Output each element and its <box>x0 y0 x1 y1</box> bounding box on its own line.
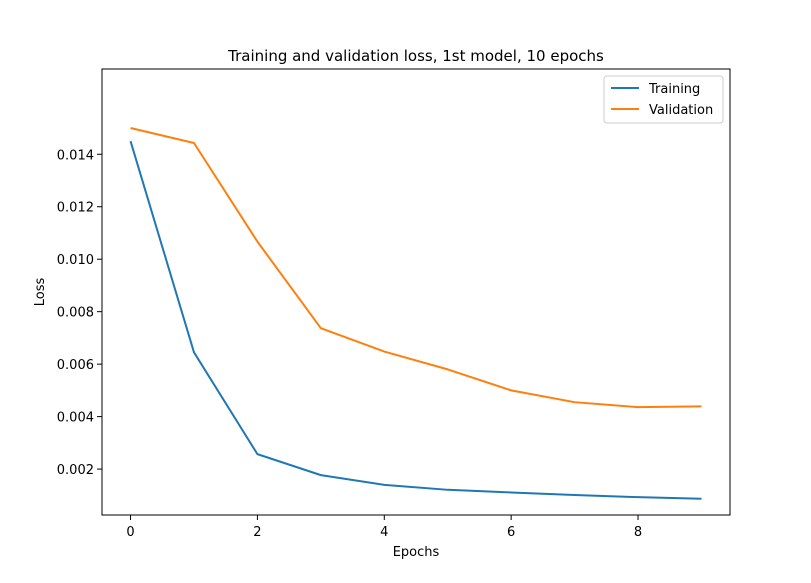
y-axis-label: Loss <box>33 278 48 307</box>
plot-frame <box>101 68 731 516</box>
y-tick-label: 0.010 <box>57 253 94 268</box>
chart-title: Training and validation loss, 1st model,… <box>227 47 604 65</box>
y-tick-label: 0.002 <box>57 463 94 478</box>
y-tick-label: 0.006 <box>57 358 94 373</box>
legend-label-training: Training <box>648 82 700 97</box>
x-tick-label: 2 <box>253 525 261 540</box>
x-tick-label: 4 <box>380 525 388 540</box>
x-tick-label: 0 <box>126 525 134 540</box>
x-axis-label: Epochs <box>393 545 440 560</box>
x-tick-label: 8 <box>634 525 642 540</box>
y-tick-label: 0.012 <box>57 201 94 216</box>
y-tick-label: 0.004 <box>57 411 94 426</box>
y-tick-label: 0.014 <box>57 148 94 163</box>
legend: Training Validation <box>603 75 724 124</box>
series-line-validation <box>130 127 702 409</box>
y-tick-label: 0.008 <box>57 306 94 321</box>
x-tick-label: 6 <box>507 525 515 540</box>
y-axis-ticks: 0.002 0.004 0.006 0.008 0.010 0.012 0.014 <box>57 148 102 478</box>
series-layer <box>129 127 702 500</box>
series-line-training <box>129 140 702 500</box>
legend-label-validation: Validation <box>649 103 713 118</box>
x-axis-ticks: 0 2 4 6 8 <box>126 515 642 540</box>
